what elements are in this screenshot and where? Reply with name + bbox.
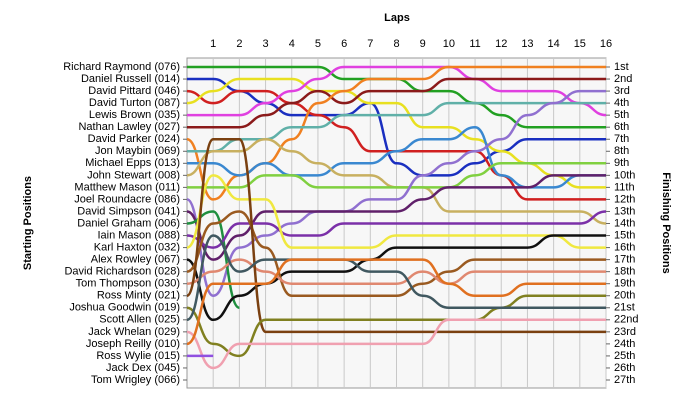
driver-line (187, 77, 606, 177)
x-tick-label: 9 (420, 38, 426, 50)
driver-line (186, 294, 606, 358)
x-tick-label: 11 (469, 38, 480, 50)
y2-tick-label: 3rd (614, 85, 630, 97)
y2-tick-label: 13th (614, 205, 635, 217)
y2-tick-label: 12th (614, 193, 635, 205)
y-tick-label: Ross Minty (021) (97, 290, 180, 302)
y2-tick-label: 18th (614, 266, 635, 278)
y-tick-label: Jack Whelan (029) (88, 326, 180, 338)
y-tick-label: Joel Roundacre (086) (74, 193, 180, 205)
y2-tick-label: 16th (614, 241, 635, 253)
driver-line (186, 162, 606, 189)
driver-line (186, 174, 606, 261)
y2-tick-label: 4th (614, 97, 629, 109)
driver-line (187, 101, 606, 153)
y2-tick-label: 19th (614, 278, 635, 290)
y2-tick-label: 21st (614, 302, 635, 314)
x-tick-label: 5 (315, 38, 321, 50)
driver-line (186, 210, 607, 249)
y2-tick-label: 27th (614, 374, 635, 386)
driver-line (186, 234, 606, 322)
y-tick-label: Michael Epps (013) (85, 157, 180, 169)
x-tick-label: 2 (236, 38, 242, 50)
driver-line (186, 210, 606, 297)
x-tick-label: 14 (548, 38, 560, 50)
y-tick-label: Alex Rowley (067) (91, 254, 180, 266)
x-tick-label: 4 (289, 38, 295, 50)
y-tick-label: Richard Raymond (076) (63, 61, 180, 73)
y-tick-label: David Parker (024) (88, 133, 180, 145)
y2-tick-label: 20th (614, 290, 635, 302)
y2-tick-label: 7th (614, 133, 629, 145)
x-tick-label: 8 (393, 38, 399, 50)
y-tick-label: David Pittard (046) (88, 85, 180, 97)
y-axis-title: Starting Positions (22, 176, 34, 270)
x-tick-label: 7 (367, 38, 373, 50)
y2-tick-label: 11th (614, 181, 635, 193)
driver-line (185, 137, 606, 334)
y-tick-label: Tom Wrigley (066) (91, 374, 180, 386)
y-tick-label: David Turton (087) (89, 97, 180, 109)
y-tick-label: John Stewart (008) (87, 169, 180, 181)
x-tick-label: 1 (210, 38, 216, 50)
driver-line (187, 125, 606, 189)
driver-line (187, 77, 606, 129)
y-tick-label: David Richardson (028) (64, 266, 180, 278)
y-tick-label: Nathan Lawley (027) (78, 121, 180, 133)
y-tick-label: Jack Dex (045) (106, 362, 180, 374)
x-tick-label: 12 (495, 38, 507, 50)
y2-tick-label: 2nd (614, 73, 632, 85)
y2-tick-label: 9th (614, 157, 629, 169)
y-tick-label: Karl Haxton (032) (94, 241, 180, 253)
y-tick-label: Scott Allen (025) (99, 314, 180, 326)
y2-tick-label: 8th (614, 145, 629, 157)
y2-tick-label: 5th (614, 109, 629, 121)
y2-tick-label: 23rd (614, 326, 636, 338)
y2-tick-label: 15th (614, 229, 635, 241)
y2-tick-label: 26th (614, 362, 635, 374)
driver-line (186, 258, 606, 285)
y2-tick-label: 1st (614, 61, 629, 73)
x-tick-label: 10 (443, 38, 455, 50)
y-tick-label: Jon Maybin (069) (95, 145, 180, 157)
driver-line (186, 174, 606, 249)
y-tick-label: David Simpson (041) (77, 205, 180, 217)
x-tick-label: 15 (574, 38, 586, 50)
y2-tick-label: 22nd (614, 314, 638, 326)
x-tick-label: 13 (521, 38, 533, 50)
y-tick-label: Matthew Mason (011) (74, 181, 180, 193)
x-axis-title: Laps (384, 12, 410, 24)
y2-tick-label: 14th (614, 217, 635, 229)
driver-line (186, 318, 606, 370)
driver-line (186, 234, 606, 322)
y-tick-label: Lewis Brown (035) (89, 109, 180, 121)
x-tick-label: 6 (341, 38, 347, 50)
y2-tick-label: 25th (614, 350, 635, 362)
driver-line (186, 258, 606, 346)
y-tick-label: Daniel Graham (006) (77, 217, 180, 229)
y2-tick-label: 17th (614, 254, 635, 266)
y2-axis-title: Finishing Positions (660, 172, 672, 273)
y-tick-label: Daniel Russell (014) (81, 73, 180, 85)
driver-line (186, 77, 606, 189)
y-tick-label: Joshua Goodwin (019) (69, 302, 180, 314)
driver-line (186, 89, 606, 297)
y2-tick-label: 24th (614, 338, 635, 350)
y-tick-label: Joseph Reilly (010) (86, 338, 180, 350)
y2-tick-label: 6th (614, 121, 629, 133)
driver-line (187, 65, 607, 117)
x-tick-label: 16 (600, 38, 612, 50)
x-tick-label: 3 (263, 38, 269, 50)
y2-tick-label: 10th (614, 169, 635, 181)
y-tick-label: Iain Mason (088) (97, 229, 180, 241)
y-tick-label: Ross Wylie (015) (96, 350, 180, 362)
y-tick-label: Tom Thompson (030) (76, 278, 180, 290)
